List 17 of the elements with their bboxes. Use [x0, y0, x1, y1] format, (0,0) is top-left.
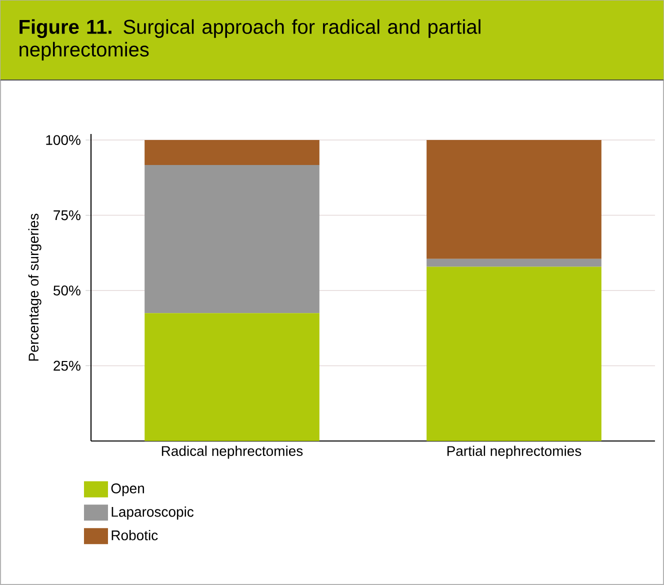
legend-label: Laparoscopic [112, 506, 194, 520]
bar [426, 140, 602, 259]
legend-label: Robotic [112, 530, 158, 540]
x-tick-label: Radical nephrectomies [162, 446, 303, 459]
y-tick-label: 50% [54, 286, 80, 296]
bar [144, 313, 320, 441]
bar [144, 140, 320, 165]
y-axis-title: Percentage of surgeries [28, 214, 42, 361]
y-tick-label: 25% [54, 360, 80, 371]
bar [426, 266, 602, 441]
chart-title: Figure 11. Surgical approach for radical and partial nephrectomies [20, 19, 480, 61]
x-tick-label: Partial nephrectomies [447, 446, 582, 459]
legend-label: Open [111, 483, 144, 496]
y-tick-label: 75% [54, 210, 80, 220]
y-tick-label: 100% [46, 135, 80, 145]
bar [426, 258, 602, 267]
bar [144, 164, 320, 314]
